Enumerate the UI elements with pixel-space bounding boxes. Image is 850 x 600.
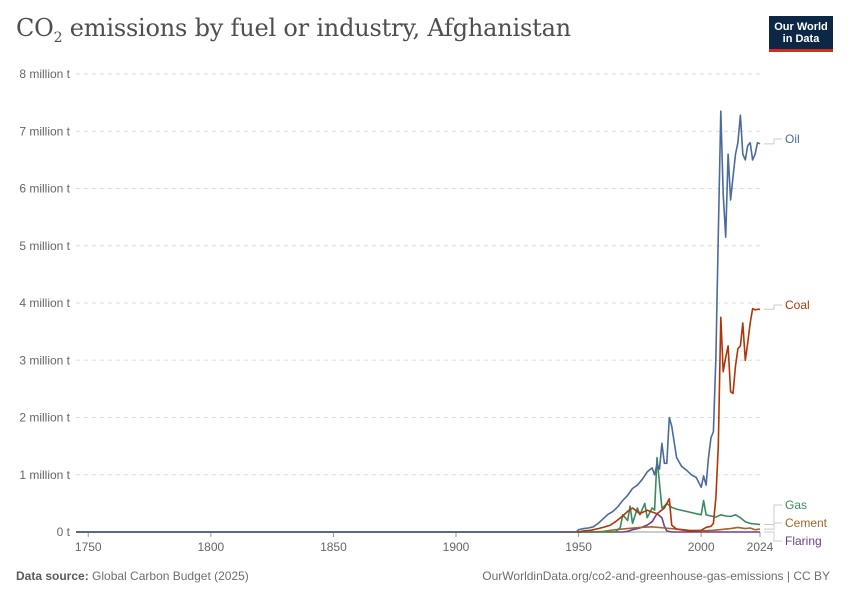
y-tick-label: 2 million t [19,411,70,425]
source-url[interactable]: OurWorldinData.org/co2-and-greenhouse-ga… [482,569,830,583]
series-connector-coal [764,304,782,310]
y-tick-label: 8 million t [19,67,70,81]
grid-lines [76,73,760,476]
logo-line-1: Our World [774,20,828,33]
series-label-oil[interactable]: Oil [785,132,800,146]
series-label-flaring[interactable]: Flaring [785,534,822,548]
source-link[interactable]: Global Carbon Budget (2025) [88,569,249,583]
series-labels: Oil Coal Gas Cement Flaring [764,132,828,548]
y-tick-label: 4 million t [19,296,70,310]
y-tick-label: 7 million t [19,124,70,138]
series-connector-cement [764,522,782,530]
series-line-flaring[interactable] [76,512,760,533]
series-line-oil[interactable] [76,110,761,533]
series-label-gas[interactable]: Gas [785,498,807,512]
title-subscript: 2 [53,29,63,46]
series-connector-oil [764,138,782,145]
x-tick-label: 1950 [565,540,592,554]
y-axis-ticks: 0 t 1 million t 2 million t 3 million t 4 mi… [19,67,70,539]
y-tick-label: 0 t [57,525,71,539]
series-connector-gas [764,504,782,526]
x-axis: 1750 1800 1850 1900 1950 2000 2024 [75,531,774,554]
x-tick-label: 1900 [443,540,470,554]
series-line-gas[interactable] [76,456,761,533]
title-main: CO [16,14,54,42]
y-tick-label: 1 million t [19,468,70,482]
x-tick-label: 1750 [75,540,102,554]
series-lines [76,110,761,533]
logo-line-2: in Data [782,32,820,45]
page-title: CO2 emissions by fuel or industry, Afgha… [16,14,571,46]
series-connector-flaring [764,531,782,542]
series-label-coal[interactable]: Coal [785,298,810,312]
owid-logo[interactable]: Our World in Data [769,16,833,52]
source-label: Data source: [16,569,89,583]
series-label-cement[interactable]: Cement [785,516,828,530]
x-tick-label: 2024 [747,540,774,554]
series-line-coal[interactable] [76,307,760,533]
title-rest: emissions by fuel or industry, Afghanist… [62,14,571,42]
x-tick-label: 2000 [688,540,715,554]
y-tick-label: 6 million t [19,182,70,196]
data-source: Data source: Global Carbon Budget (2025) [16,569,249,583]
y-tick-label: 3 million t [19,353,70,367]
x-tick-label: 1850 [320,540,347,554]
y-tick-label: 5 million t [19,239,70,253]
x-tick-label: 1800 [197,540,224,554]
